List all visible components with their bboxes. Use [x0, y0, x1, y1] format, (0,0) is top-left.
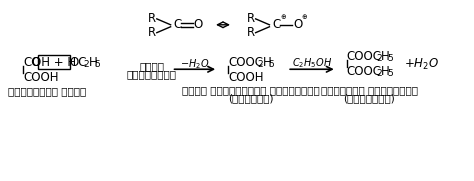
Text: 2: 2: [84, 60, 89, 69]
Text: OC: OC: [70, 56, 87, 69]
Text: COOC: COOC: [346, 50, 382, 63]
Text: डाइएथिल ऑक्सैलेट: डाइएथिल ऑक्सैलेट: [321, 85, 418, 95]
Text: $\mathregular{^{\oplus}}$: $\mathregular{^{\oplus}}$: [280, 14, 287, 24]
Text: H: H: [89, 56, 97, 69]
Text: C: C: [272, 18, 281, 31]
Text: R: R: [148, 26, 156, 39]
Text: H: H: [381, 50, 390, 63]
Text: R: R: [246, 26, 255, 39]
Text: $\mathregular{^{\oplus}}$: $\mathregular{^{\oplus}}$: [301, 14, 309, 24]
Text: 5: 5: [268, 60, 274, 69]
Text: $+ H_2O$: $+ H_2O$: [404, 57, 439, 72]
Text: O: O: [194, 18, 203, 31]
Bar: [38, 55, 70, 69]
Text: ऐल्कोहॉल: ऐल्कोहॉल: [127, 69, 177, 79]
Text: 5: 5: [387, 54, 393, 63]
Text: 2: 2: [257, 60, 263, 69]
Text: 5: 5: [94, 60, 100, 69]
Text: COOC: COOC: [346, 65, 382, 78]
Text: (अम्लीय): (अम्लीय): [228, 93, 273, 103]
Text: 2: 2: [376, 69, 382, 78]
Text: 5: 5: [387, 69, 393, 78]
Text: COOH: COOH: [228, 71, 264, 84]
Text: R: R: [148, 12, 156, 25]
Text: OH + H: OH + H: [32, 56, 76, 69]
Text: ऑक्सैलिक अम्ल: ऑक्सैलिक अम्ल: [8, 86, 86, 96]
Text: CO: CO: [23, 56, 41, 69]
Text: एथिल हाइड्रोजन ऑक्सैलेट: एथिल हाइड्रोजन ऑक्सैलेट: [182, 85, 319, 95]
Text: C: C: [173, 18, 182, 31]
Text: COOC: COOC: [228, 56, 263, 69]
Text: 2: 2: [376, 54, 382, 63]
Text: O: O: [293, 18, 303, 31]
Text: H: H: [263, 56, 271, 69]
Text: R: R: [246, 12, 255, 25]
Text: $-H_2O$: $-H_2O$: [180, 57, 209, 71]
Text: $C_2H_5OH$: $C_2H_5OH$: [292, 56, 332, 70]
Text: H: H: [381, 65, 390, 78]
Text: (सामान्य): (सामान्य): [343, 93, 395, 103]
Text: एथिल: एथिल: [139, 61, 164, 71]
Text: COOH: COOH: [23, 71, 59, 84]
